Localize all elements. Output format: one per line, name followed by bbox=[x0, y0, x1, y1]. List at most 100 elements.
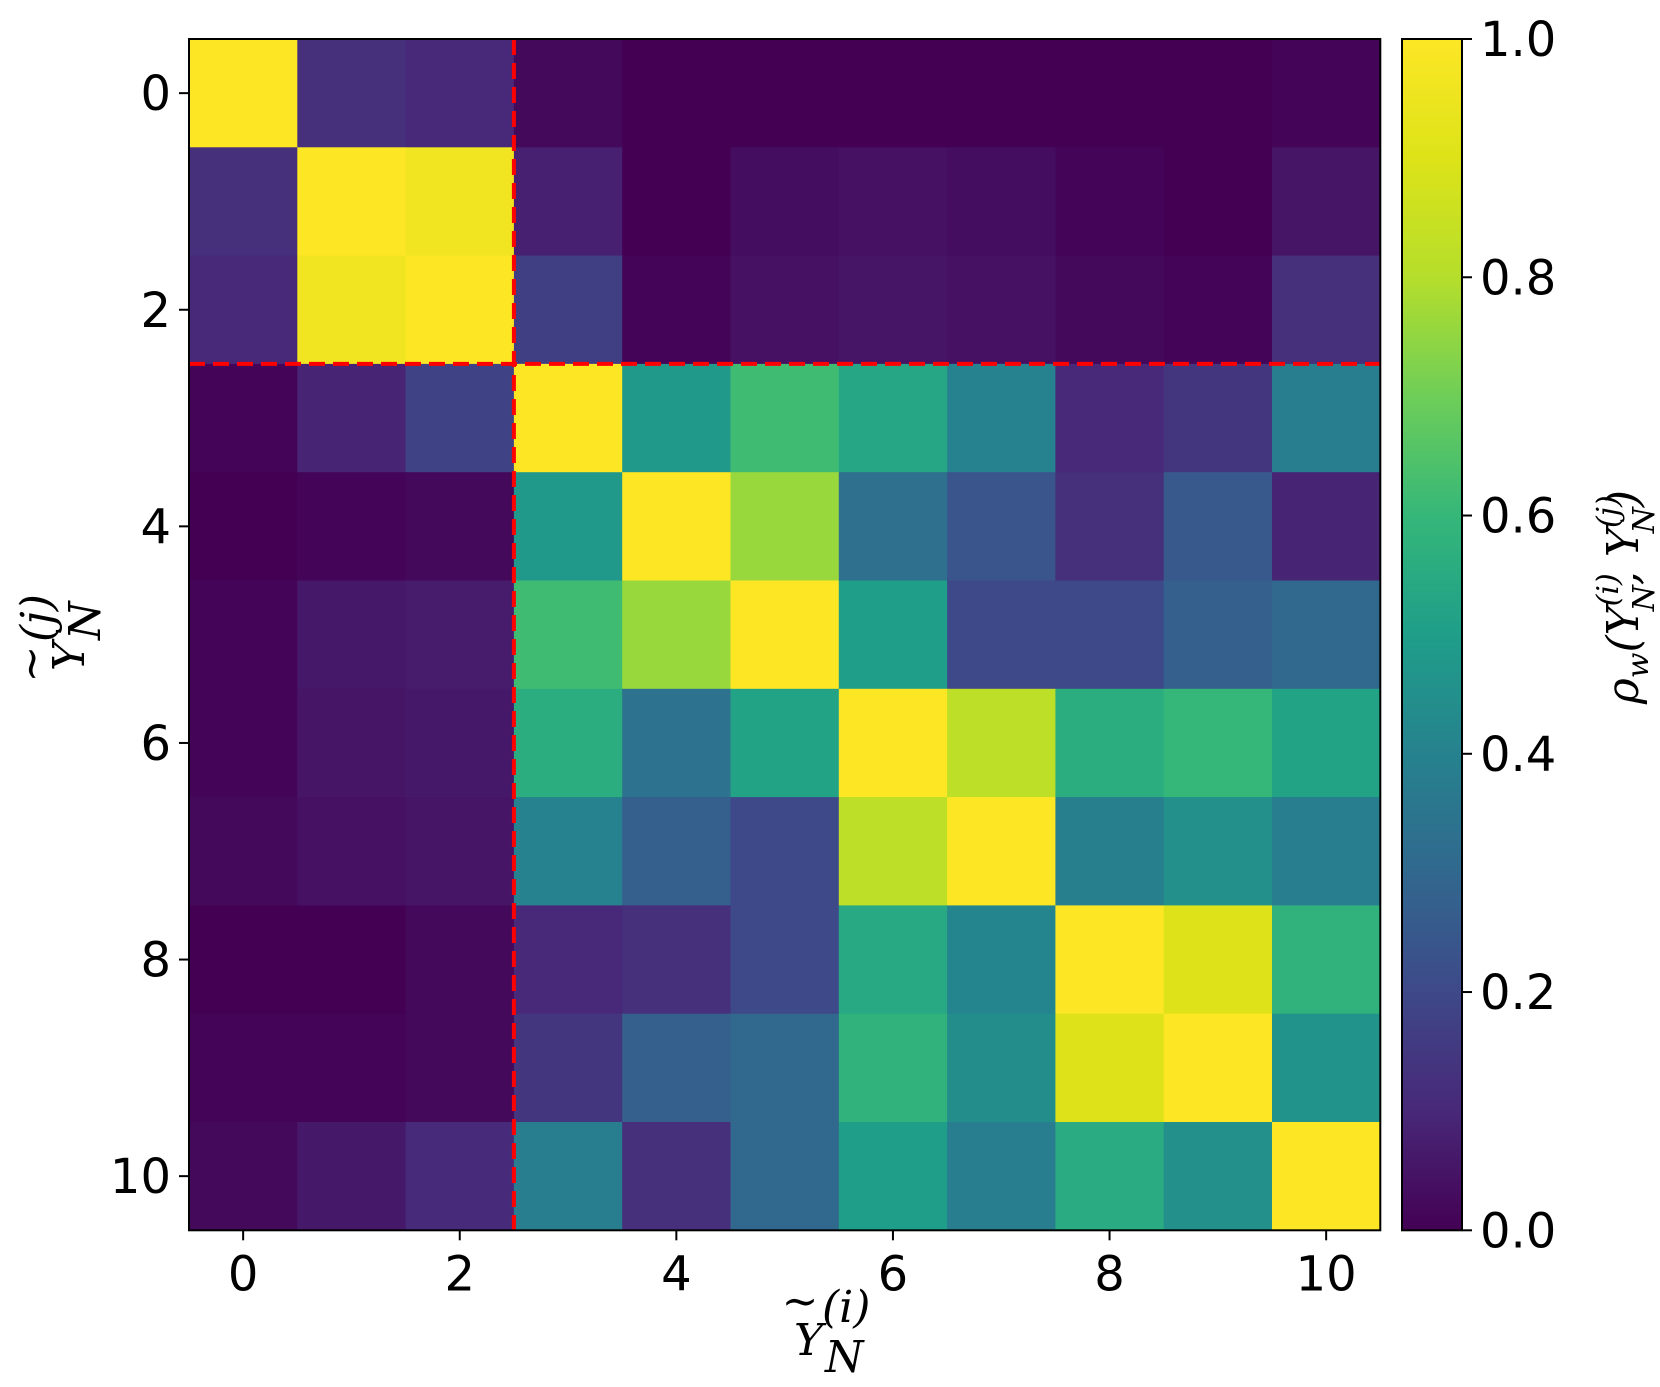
colorbar-tick-label: 0.0 bbox=[1480, 1203, 1556, 1259]
heatmap-cell bbox=[297, 688, 407, 798]
heatmap-cell bbox=[1163, 688, 1273, 798]
cbar-label-b-sup: (j) bbox=[1591, 495, 1626, 528]
heatmap-cell bbox=[189, 688, 298, 798]
heatmap-cell bbox=[838, 688, 948, 798]
cbar-label-b-base: Y bbox=[1598, 524, 1649, 557]
heatmap-cell bbox=[189, 472, 298, 582]
heatmap-cell bbox=[622, 1122, 732, 1231]
y-tick-label: 2 bbox=[140, 283, 171, 339]
x-label-base: Y bbox=[794, 1315, 827, 1366]
heatmap-cell bbox=[405, 472, 515, 582]
heatmap-cell bbox=[405, 147, 515, 257]
heatmap-cell bbox=[297, 580, 407, 690]
heatmap-cell bbox=[1055, 580, 1165, 690]
heatmap-cell bbox=[297, 905, 407, 1015]
heatmap-cell bbox=[297, 39, 407, 148]
y-axis-ticks: 0 2 4 6 8 10 bbox=[110, 66, 189, 1205]
heatmap-cell bbox=[730, 147, 840, 257]
heatmap-cell bbox=[1055, 147, 1165, 257]
heatmap-cell bbox=[297, 797, 407, 906]
heatmap-cell bbox=[838, 905, 948, 1015]
colorbar-tick-label: 0.6 bbox=[1480, 489, 1556, 545]
heatmap-cell bbox=[1055, 905, 1165, 1015]
x-tick-label: 4 bbox=[661, 1246, 692, 1302]
heatmap-cell bbox=[1055, 797, 1165, 906]
heatmap-cell bbox=[189, 255, 298, 365]
heatmap-cell bbox=[1272, 1122, 1381, 1231]
heatmap-cell bbox=[947, 255, 1056, 365]
heatmap-cell bbox=[405, 1013, 515, 1123]
heatmap-cell bbox=[1272, 363, 1381, 473]
heatmap-cell bbox=[1163, 797, 1273, 906]
heatmap-cell bbox=[189, 1013, 298, 1123]
heatmap-cell bbox=[1272, 905, 1381, 1015]
heatmap-cell bbox=[189, 1122, 298, 1231]
x-label-tilde: ~ bbox=[782, 1276, 819, 1327]
heatmap-cell bbox=[838, 363, 948, 473]
heatmap-cell bbox=[730, 1013, 840, 1123]
x-tick-label: 8 bbox=[1094, 1246, 1125, 1302]
y-label-base: Y bbox=[44, 638, 95, 671]
heatmap-cell bbox=[838, 1122, 948, 1231]
cbar-label-prefix: ρ bbox=[1598, 678, 1649, 705]
colorbar-tick-label: 1.0 bbox=[1480, 12, 1556, 68]
heatmap-cell bbox=[1163, 472, 1273, 582]
heatmap-cell bbox=[1055, 688, 1165, 798]
heatmap-cell bbox=[405, 255, 515, 365]
heatmap-cell bbox=[947, 1013, 1056, 1123]
heatmap-cell bbox=[1055, 39, 1165, 148]
heatmap-cell bbox=[405, 39, 515, 148]
heatmap-cell bbox=[297, 1013, 407, 1123]
x-tick-label: 10 bbox=[1296, 1246, 1357, 1302]
heatmap-cell bbox=[1163, 147, 1273, 257]
heatmap-cell bbox=[947, 797, 1056, 906]
heatmap-cell bbox=[838, 147, 948, 257]
heatmap-cell bbox=[947, 147, 1056, 257]
heatmap-cell bbox=[513, 1122, 623, 1231]
heatmap-cell bbox=[1272, 472, 1381, 582]
heatmap-cell bbox=[297, 147, 407, 257]
heatmap-cell bbox=[513, 688, 623, 798]
heatmap-cell bbox=[405, 905, 515, 1015]
heatmap-cell bbox=[1163, 1013, 1273, 1123]
heatmap-cell bbox=[622, 472, 732, 582]
y-label-sup: (j) bbox=[12, 594, 63, 642]
heatmap-cell bbox=[1055, 363, 1165, 473]
y-tick-label: 6 bbox=[140, 716, 171, 772]
heatmap-cell bbox=[622, 905, 732, 1015]
heatmap-cell bbox=[1163, 905, 1273, 1015]
x-tick-label: 2 bbox=[444, 1246, 475, 1302]
plot-frame bbox=[188, 38, 1382, 1232]
cbar-label-b-sub: N bbox=[1627, 505, 1660, 534]
heatmap-cell bbox=[730, 905, 840, 1015]
x-label-sub: N bbox=[824, 1332, 865, 1383]
heatmap-cell bbox=[730, 580, 840, 690]
colorbar-tick-label: 0.2 bbox=[1480, 965, 1556, 1021]
heatmap-cell bbox=[622, 255, 732, 365]
y-label-tilde: ~ bbox=[6, 646, 57, 683]
heatmap-cell bbox=[189, 797, 298, 906]
heatmap-cell bbox=[189, 580, 298, 690]
heatmap-cell bbox=[1163, 255, 1273, 365]
svg-text:Y: Y bbox=[794, 1315, 827, 1366]
heatmap-cell bbox=[513, 363, 623, 473]
y-tick-label: 0 bbox=[140, 66, 171, 122]
heatmap-cell bbox=[730, 363, 840, 473]
y-tick-label: 8 bbox=[140, 933, 171, 989]
heatmap-cell bbox=[1272, 147, 1381, 257]
x-axis-ticks: 0 2 4 6 8 10 bbox=[228, 1230, 1357, 1302]
y-axis-label: Y ~ (j) N bbox=[6, 594, 111, 682]
heatmap-cell bbox=[730, 39, 840, 148]
heatmap-cell bbox=[513, 39, 623, 148]
heatmap-cell bbox=[405, 688, 515, 798]
heatmap-cell bbox=[622, 1013, 732, 1123]
heatmap-cell bbox=[947, 580, 1056, 690]
heatmap-cell bbox=[838, 39, 948, 148]
heatmap-cell bbox=[405, 797, 515, 906]
heatmap-cell bbox=[189, 147, 298, 257]
heatmap-cell bbox=[1055, 255, 1165, 365]
heatmap-cell bbox=[405, 580, 515, 690]
heatmap-cell bbox=[405, 1122, 515, 1231]
x-tick-label: 6 bbox=[878, 1246, 909, 1302]
